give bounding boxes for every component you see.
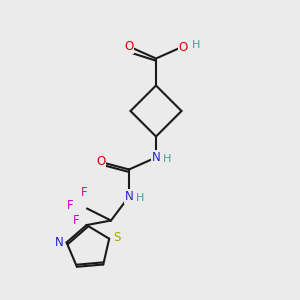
- Text: O: O: [178, 41, 188, 54]
- Text: N: N: [55, 236, 64, 249]
- Text: H: H: [192, 40, 201, 50]
- Text: N: N: [152, 151, 160, 164]
- Text: O: O: [124, 40, 134, 53]
- Text: N: N: [124, 190, 134, 203]
- Text: H: H: [136, 193, 145, 203]
- Text: H: H: [163, 154, 172, 164]
- Text: F: F: [67, 199, 74, 212]
- Text: F: F: [81, 185, 87, 199]
- Text: S: S: [113, 231, 120, 244]
- Text: O: O: [97, 155, 106, 169]
- Text: F: F: [73, 214, 80, 227]
